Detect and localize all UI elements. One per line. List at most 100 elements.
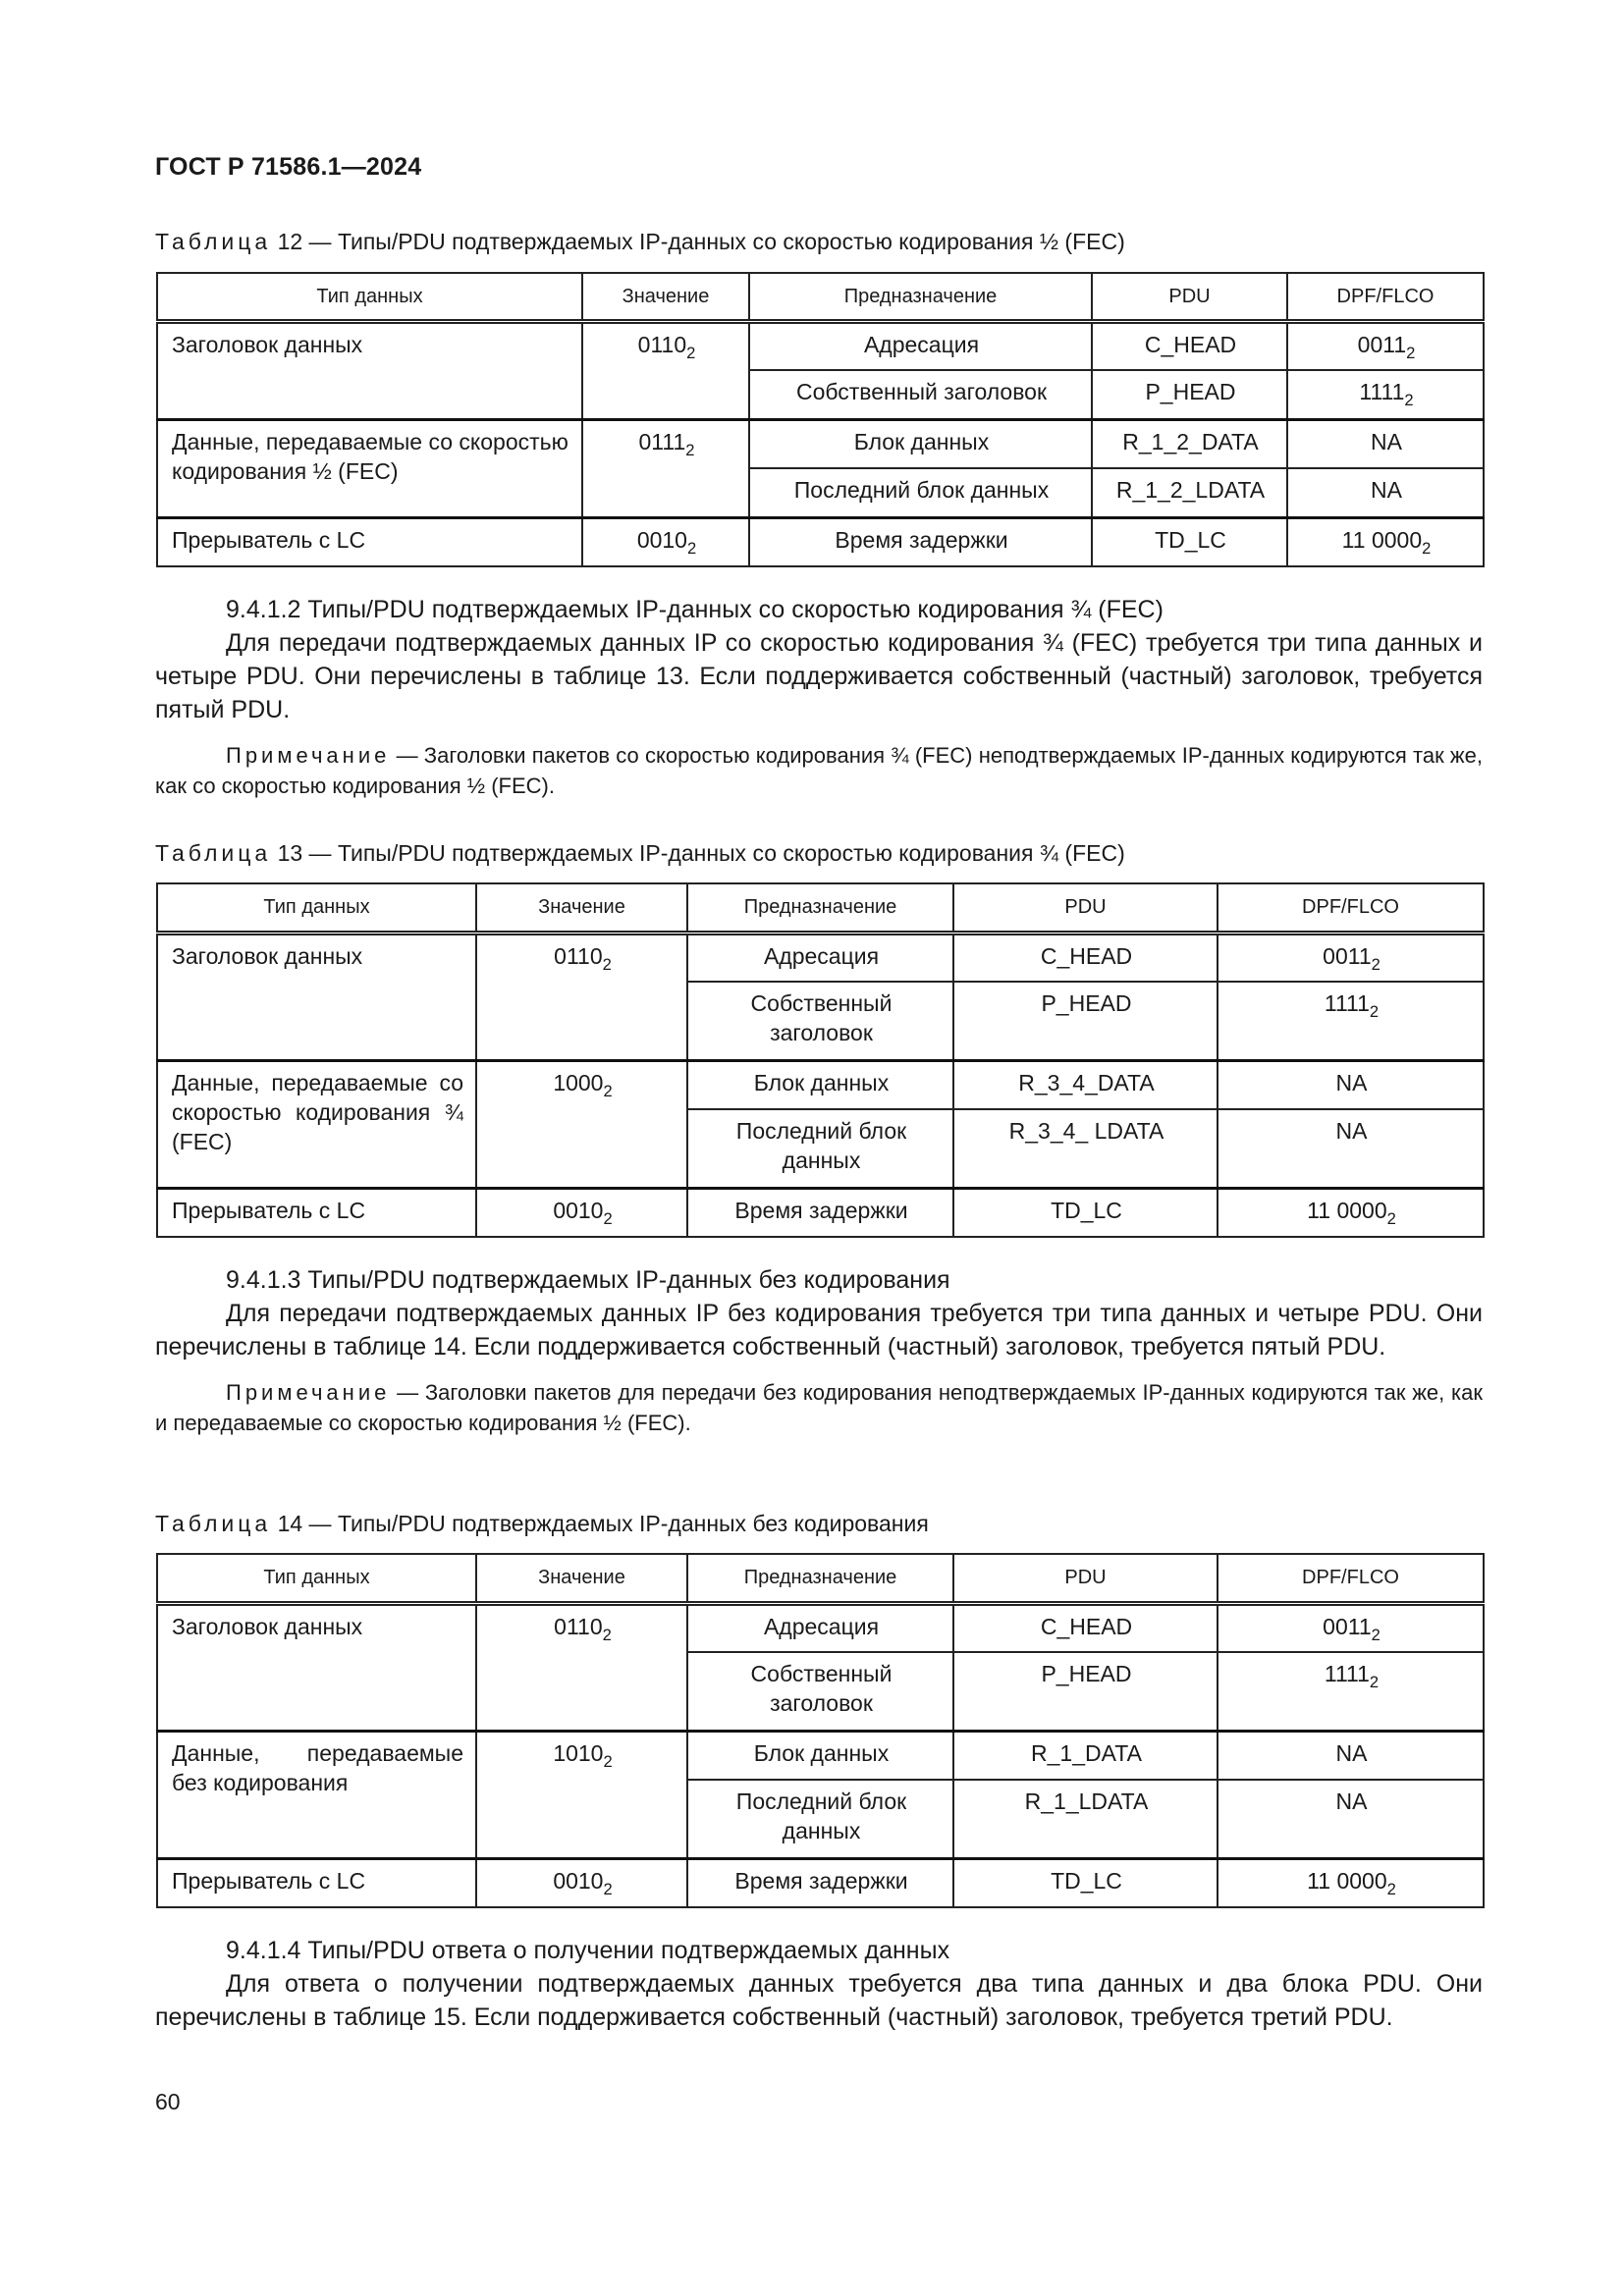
table-row: Собственный заголовок P_HEAD 11112 <box>157 981 1485 1061</box>
column-header: Тип данных <box>156 882 477 935</box>
section-body: Для ответа о получении подтверждаемых да… <box>155 1970 1483 2031</box>
dpf-flco-cell-value: 11 0000 <box>1341 526 1423 553</box>
dpf-flco-cell: 00112 <box>1217 931 1485 983</box>
caption-text: 13 — Типы/PDU подтверждаемых IP-данных с… <box>271 840 1125 866</box>
data-type-cell: Заголовок данных <box>156 1601 477 1732</box>
column-header: Предназначение <box>748 272 1093 324</box>
table-14: Тип данных Значение Предназначение PDU DPF/F… <box>156 1553 1485 1908</box>
column-header: PDU <box>952 882 1218 935</box>
value-cell: 01102 <box>581 319 750 420</box>
value-cell-value: 0110 <box>554 1613 603 1639</box>
table-row: Прерыватель с LC 00102 Время задержки TD_LC… <box>156 1856 1485 1908</box>
table-row: Прерыватель с LC 00102 Время задержки TD_LC… <box>156 515 1485 567</box>
dpf-flco-cell-radix: 2 <box>1386 1208 1396 1228</box>
caption-label: Таблица <box>155 840 272 866</box>
table-row: Последний блок данных R_1_LDATA NA <box>157 1779 1485 1859</box>
dpf-flco-cell-radix: 2 <box>1404 390 1414 409</box>
table-14-caption: Таблица 14 — Типы/PDU подтверждаемых IP-… <box>155 1511 929 1537</box>
column-header: PDU <box>1091 272 1288 324</box>
data-type-cell: Прерыватель с LC <box>156 1186 477 1238</box>
section-heading: 9.4.1.3 Типы/PDU подтверждаемых IP-данны… <box>226 1266 950 1294</box>
dpf-flco-cell: 11 00002 <box>1286 515 1485 567</box>
dpf-flco-cell-value: NA <box>1335 1118 1368 1144</box>
dpf-flco-cell-value: 0011 <box>1357 331 1407 357</box>
value-cell-radix: 2 <box>602 1625 612 1644</box>
dpf-flco-cell: 00112 <box>1286 319 1485 371</box>
dpf-flco-cell: 11112 <box>1217 981 1485 1061</box>
purpose-cell: Время задержки <box>686 1856 954 1908</box>
dpf-flco-cell-value: 1111 <box>1324 1661 1370 1686</box>
table-13: Тип данных Значение Предназначение PDU DPF/F… <box>156 882 1485 1238</box>
value-cell: 00102 <box>581 515 750 567</box>
pdu-cell: R_3_4_ LDATA <box>952 1108 1218 1189</box>
table-row: Заголовок данных 01102 Адресация C_HEAD 0011… <box>156 931 1485 1061</box>
purpose-cell: Последний блок данных <box>686 1108 954 1189</box>
pdu-cell: P_HEAD <box>952 981 1218 1061</box>
dpf-flco-cell: 11 00002 <box>1217 1186 1485 1238</box>
value-cell-radix: 2 <box>603 1081 613 1100</box>
dpf-flco-cell-value: NA <box>1335 1789 1368 1814</box>
value-cell-value: 0110 <box>554 942 603 969</box>
pdu-cell: P_HEAD <box>1091 369 1288 420</box>
dpf-flco-cell-value: NA <box>1371 477 1402 503</box>
pdu-cell: TD_LC <box>952 1186 1218 1238</box>
caption-label: Таблица <box>155 229 272 254</box>
value-cell-value: 0110 <box>637 331 687 357</box>
dpf-flco-cell: NA <box>1217 1108 1485 1189</box>
column-header: Предназначение <box>686 882 954 935</box>
value-cell-value: 0010 <box>553 1867 604 1894</box>
section-body: Для передачи подтверждаемых данных IP бе… <box>155 1300 1483 1361</box>
column-header: PDU <box>952 1553 1218 1606</box>
table-13-caption: Таблица 13 — Типы/PDU подтверждаемых IP-… <box>155 840 1125 867</box>
value-cell-value: 1010 <box>553 1739 604 1766</box>
section-9-4-1-3: 9.4.1.3 Типы/PDU подтверждаемых IP-данны… <box>155 1263 1483 1438</box>
dpf-flco-cell-radix: 2 <box>1371 954 1380 974</box>
purpose-cell: Блок данных <box>686 1058 954 1110</box>
document-code: ГОСТ Р 71586.1—2024 <box>155 153 422 181</box>
value-cell: 01102 <box>475 1601 688 1732</box>
data-type-cell: Заголовок данных <box>156 931 477 1061</box>
dpf-flco-cell: NA <box>1217 1729 1485 1781</box>
dpf-flco-cell: NA <box>1286 467 1485 518</box>
pdu-cell: TD_LC <box>952 1856 1218 1908</box>
pdu-cell: R_1_DATA <box>952 1729 1218 1781</box>
dpf-flco-cell: 11 00002 <box>1217 1856 1485 1908</box>
table-row: Заголовок данных 01102 Адресация C_HEAD 0011… <box>156 319 1485 420</box>
header-row: Тип данных Значение Предназначение PDU DPF/F… <box>156 882 1485 935</box>
purpose-cell: Собственный заголовок <box>686 1651 954 1732</box>
value-cell-radix: 2 <box>685 440 695 459</box>
pdu-cell: C_HEAD <box>1091 319 1288 371</box>
note-text: — Заголовки пакетов со скоростью кодиров… <box>155 743 1483 798</box>
note-label: Примечание <box>226 743 391 768</box>
table-row: Прерыватель с LC 00102 Время задержки TD_LC… <box>156 1186 1485 1238</box>
dpf-flco-cell-radix: 2 <box>1369 1672 1380 1691</box>
dpf-flco-cell-value: 0011 <box>1323 1613 1372 1639</box>
pdu-cell: C_HEAD <box>952 1601 1218 1653</box>
purpose-cell: Последний блок данных <box>686 1779 954 1859</box>
purpose-cell: Адресация <box>686 931 954 983</box>
dpf-flco-cell-value: 11 0000 <box>1307 1867 1387 1894</box>
note-text: — Заголовки пакетов для передачи без код… <box>155 1380 1483 1435</box>
column-header: Значение <box>581 272 750 324</box>
section-9-4-1-2: 9.4.1.2 Типы/PDU подтверждаемых IP-данны… <box>155 593 1483 801</box>
pdu-cell: R_1_2_LDATA <box>1091 467 1288 518</box>
dpf-flco-cell-radix: 2 <box>1386 1879 1396 1898</box>
table-row: Данные, передаваемые со скоростью кодиро… <box>156 417 1485 518</box>
dpf-flco-cell: 11112 <box>1217 1651 1485 1732</box>
value-cell-radix: 2 <box>603 1879 613 1898</box>
value-cell: 10102 <box>475 1729 688 1859</box>
pdu-cell: R_1_LDATA <box>952 1779 1218 1859</box>
section-heading: 9.4.1.4 Типы/PDU ответа о получении подт… <box>226 1937 950 1964</box>
data-type-cell: Заголовок данных <box>156 319 583 420</box>
value-cell-radix: 2 <box>602 954 612 974</box>
value-cell: 00102 <box>475 1186 688 1238</box>
dpf-flco-cell: NA <box>1286 417 1485 469</box>
table-row: Последний блок данных R_1_2_LDATA NA <box>157 467 1485 518</box>
data-type-cell: Прерыватель с LC <box>156 1856 477 1908</box>
table-12-caption: Таблица 12 — Типы/PDU подтверждаемых IP-… <box>155 229 1125 255</box>
table-row: Собственный заголовок P_HEAD 11112 <box>157 1651 1485 1732</box>
dpf-flco-cell-radix: 2 <box>1406 343 1416 362</box>
value-cell: 01102 <box>475 931 688 1061</box>
dpf-flco-cell-radix: 2 <box>1371 1625 1380 1644</box>
header-row: Тип данных Значение Предназначение PDU DPF/F… <box>156 1553 1485 1606</box>
